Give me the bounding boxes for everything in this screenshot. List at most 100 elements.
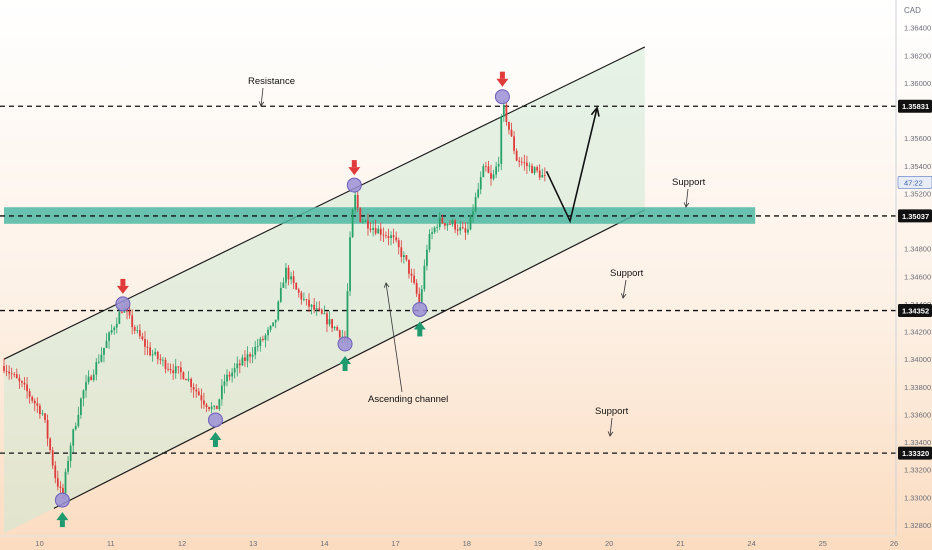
down-arrow-icon <box>348 167 361 176</box>
candle-body <box>118 312 121 324</box>
candle-body <box>538 170 541 178</box>
candle-body <box>333 327 336 329</box>
candle-body <box>208 407 210 410</box>
candle-body <box>497 163 500 167</box>
candle-body <box>28 391 31 397</box>
annotation-arrowhead-1 <box>683 202 690 208</box>
candle-body <box>446 223 449 226</box>
candle-body <box>223 381 226 386</box>
candle-body <box>449 223 451 225</box>
candle-body <box>310 304 313 307</box>
candle-body <box>395 237 398 241</box>
candle-body <box>374 228 377 234</box>
candle-body <box>185 379 187 381</box>
candle-body <box>141 336 144 340</box>
candle-body <box>44 413 46 420</box>
candle-body <box>328 319 331 325</box>
candle-body <box>295 282 298 290</box>
price-label-box <box>898 304 932 318</box>
down-arrow-icon <box>116 285 129 294</box>
time-tick-label: 12 <box>178 539 186 548</box>
candle-body <box>113 327 116 331</box>
candle-body <box>174 366 177 374</box>
candle-body <box>423 265 426 290</box>
candle-body <box>482 166 485 178</box>
candle-body <box>3 366 5 371</box>
candle-body <box>31 396 34 401</box>
candle-body <box>151 354 154 356</box>
candle-body <box>428 233 431 250</box>
candle-body <box>38 405 41 415</box>
candle-body <box>387 236 390 239</box>
annotation-label-4: Ascending channel <box>368 394 448 405</box>
candle-body <box>354 194 357 210</box>
candle-body <box>13 374 16 375</box>
up-arrow-stem <box>212 439 218 447</box>
candle-body <box>100 354 103 362</box>
candle-body <box>149 347 152 356</box>
price-label-box <box>898 446 932 460</box>
up-arrow-icon <box>413 321 426 330</box>
touch-circle-2 <box>207 412 223 428</box>
ascending-channel <box>3 46 646 534</box>
candle-body <box>146 346 149 348</box>
candle-body <box>261 338 264 341</box>
candle-body <box>377 228 380 234</box>
candle-body <box>215 405 218 410</box>
annotation-pointer-3 <box>609 417 613 437</box>
candle-body <box>18 378 21 382</box>
price-tick-label: 1.34800 <box>904 245 931 254</box>
candle-body <box>436 226 439 228</box>
candle-body <box>136 330 139 331</box>
candle-body <box>285 267 287 283</box>
price-label-box <box>898 99 932 113</box>
candle-body <box>92 374 95 380</box>
candle-body <box>187 378 190 381</box>
price-label-text: 1.35037 <box>902 212 929 221</box>
candle-body <box>297 289 300 293</box>
candle-body <box>133 327 136 331</box>
candle-body <box>272 322 275 327</box>
price-tick-label: 1.35600 <box>904 134 931 143</box>
candle-body <box>23 382 26 385</box>
price-tick-label: 1.34200 <box>904 328 931 337</box>
price-tick-label: 1.34000 <box>904 355 931 364</box>
price-tick-label: 1.36200 <box>904 51 931 60</box>
candle-body <box>220 385 223 400</box>
candle-body <box>300 292 303 300</box>
candle-body <box>95 362 98 375</box>
projection-path <box>545 105 600 224</box>
candle-body <box>356 194 359 208</box>
candle-body <box>67 461 69 472</box>
price-axis: 1.36400 1.36200 1.36000 1.35600 1.35400 1.352… <box>895 0 932 536</box>
candle-body <box>138 330 141 337</box>
candle-body <box>69 445 72 462</box>
candle-body <box>326 313 328 325</box>
candle-body <box>323 313 326 315</box>
time-tick-label: 24 <box>747 539 755 548</box>
up-arrow-icon <box>209 431 222 440</box>
candle-body <box>456 229 459 231</box>
candle-body <box>269 326 272 330</box>
price-tick-label: 1.36000 <box>904 79 931 88</box>
touch-markers <box>54 71 510 528</box>
price-tick-label: 1.35200 <box>904 189 931 198</box>
candle-body <box>21 381 23 383</box>
candle-body <box>415 282 418 294</box>
price-tick-label: 1.34600 <box>904 272 931 281</box>
candle-body <box>531 165 533 174</box>
candle-body <box>236 363 239 369</box>
candle-body <box>390 235 392 239</box>
candle-body <box>400 247 403 258</box>
candle-body <box>418 293 421 302</box>
candle-body <box>74 426 77 430</box>
candle-body <box>541 174 544 178</box>
annotation-pointer-1 <box>685 188 689 208</box>
candle-body <box>64 471 67 494</box>
price-label-box <box>898 209 932 223</box>
price-tick-label: 1.33200 <box>904 466 931 475</box>
candle-body <box>167 368 169 370</box>
candle-body <box>5 370 8 372</box>
candle-body <box>172 370 175 374</box>
